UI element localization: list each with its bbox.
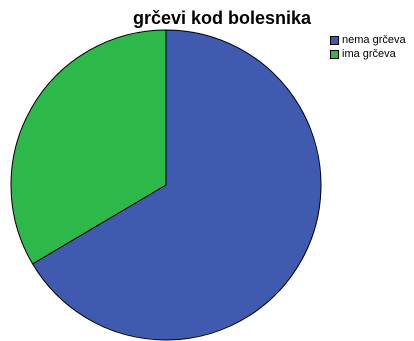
legend-label-ima-grceva: ima grčeva (342, 48, 396, 60)
legend-swatch-nema-grceva (330, 35, 339, 45)
legend-label-nema-grceva: nema grčeva (342, 34, 406, 46)
chart-title: grčevi kod bolesnika (132, 8, 312, 28)
pie-slice-ima-grceva (10, 29, 167, 265)
legend-item-ima-grceva: ima grčeva (330, 47, 406, 61)
legend: nema grčeva ima grčeva (330, 33, 406, 61)
pie-slice-nema-grceva (31, 29, 322, 341)
legend-item-nema-grceva: nema grčeva (330, 33, 406, 47)
legend-swatch-ima-grceva (330, 49, 339, 59)
